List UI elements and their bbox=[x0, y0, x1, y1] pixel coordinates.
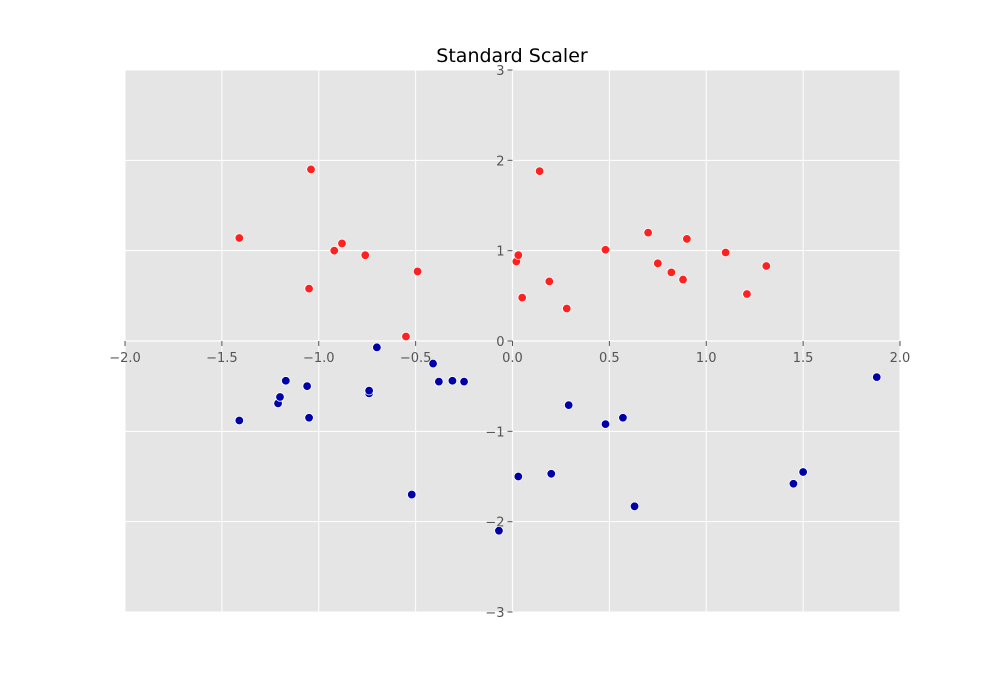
x-tick-label: −2.0 bbox=[109, 351, 141, 366]
data-point-blue bbox=[281, 376, 291, 386]
x-tick-label: 2.0 bbox=[890, 351, 911, 366]
chart-title: Standard Scaler bbox=[436, 45, 588, 67]
data-point-red bbox=[360, 250, 370, 260]
data-point-blue bbox=[275, 392, 285, 402]
data-point-blue bbox=[600, 419, 611, 429]
y-tick-label: −3 bbox=[485, 606, 504, 621]
data-point-blue bbox=[302, 381, 312, 391]
x-tick-label: 0.0 bbox=[502, 351, 523, 366]
data-point-red bbox=[666, 267, 677, 278]
data-point-blue bbox=[364, 385, 374, 396]
data-point-blue bbox=[563, 400, 574, 410]
x-tick-label: −1.5 bbox=[206, 351, 238, 366]
data-point-blue bbox=[428, 358, 438, 369]
x-tick-label: 1.5 bbox=[793, 351, 814, 366]
data-point-red bbox=[234, 233, 245, 243]
x-tick-label: −0.5 bbox=[400, 351, 432, 366]
y-tick-label: 1 bbox=[496, 245, 504, 260]
data-points bbox=[234, 164, 882, 536]
axes bbox=[124, 69, 901, 613]
data-point-red bbox=[600, 245, 611, 255]
data-point-blue bbox=[447, 376, 458, 386]
y-tick-label: −1 bbox=[485, 425, 504, 440]
data-point-red bbox=[562, 303, 572, 314]
data-point-red bbox=[742, 289, 752, 299]
data-point-red bbox=[544, 276, 555, 287]
y-tick-label: 0 bbox=[496, 335, 504, 350]
data-point-red bbox=[513, 250, 524, 260]
data-point-red bbox=[643, 227, 653, 238]
data-point-red bbox=[412, 266, 423, 277]
data-point-red bbox=[329, 245, 339, 256]
data-point-red bbox=[678, 274, 688, 285]
data-point-blue bbox=[513, 471, 524, 482]
data-point-blue bbox=[618, 413, 628, 423]
data-point-red bbox=[761, 261, 772, 271]
data-point-blue bbox=[872, 372, 882, 382]
data-point-red bbox=[517, 292, 527, 303]
data-point-blue bbox=[494, 526, 504, 536]
data-point-blue bbox=[407, 489, 417, 500]
data-point-red bbox=[534, 166, 545, 176]
data-point-red bbox=[337, 238, 347, 249]
y-tick-label: 3 bbox=[496, 64, 504, 79]
data-point-red bbox=[304, 283, 314, 294]
data-point-blue bbox=[788, 479, 799, 489]
y-tick-label: 2 bbox=[496, 154, 504, 169]
data-point-red bbox=[682, 234, 692, 244]
data-point-blue bbox=[798, 467, 808, 477]
x-tick-label: 1.0 bbox=[696, 351, 717, 366]
data-point-blue bbox=[546, 469, 556, 479]
data-point-blue bbox=[434, 376, 444, 387]
x-tick-label: −1.0 bbox=[303, 351, 335, 366]
data-point-red bbox=[401, 331, 411, 342]
data-point-blue bbox=[629, 501, 640, 512]
data-point-blue bbox=[234, 415, 245, 426]
tick-labels: −2.0 −1.5 −1.0 −0.5 0.0 0.5 1.0 1.5 2.03210−1−2−… bbox=[109, 64, 910, 621]
data-point-blue bbox=[304, 413, 314, 423]
data-point-red bbox=[306, 164, 316, 175]
data-point-red bbox=[720, 247, 731, 258]
data-point-red bbox=[653, 258, 663, 269]
data-point-blue bbox=[372, 342, 382, 353]
x-tick-label: 0.5 bbox=[599, 351, 620, 366]
data-point-blue bbox=[459, 376, 469, 387]
